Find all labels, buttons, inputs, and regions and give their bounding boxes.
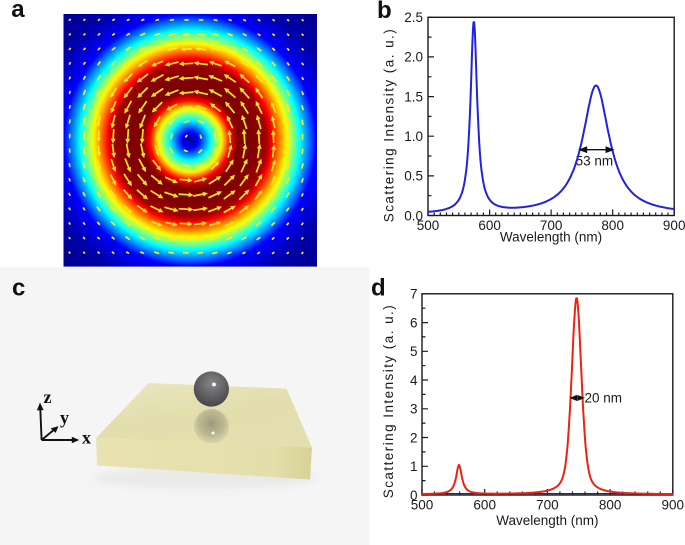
- svg-text:2.0: 2.0: [404, 50, 423, 65]
- svg-text:0.0: 0.0: [404, 208, 423, 223]
- svg-text:900: 900: [662, 498, 685, 513]
- svg-text:d: d: [371, 275, 386, 302]
- svg-text:a: a: [11, 0, 25, 23]
- svg-text:500: 500: [411, 498, 434, 513]
- svg-text:700: 700: [536, 498, 559, 513]
- svg-text:Wavelength (nm): Wavelength (nm): [500, 230, 602, 245]
- svg-text:y: y: [60, 408, 69, 428]
- svg-text:6: 6: [410, 315, 418, 330]
- svg-text:Scattering Intensity (a. u.): Scattering Intensity (a. u.): [382, 28, 397, 222]
- svg-text:x: x: [82, 428, 91, 448]
- svg-text:1.0: 1.0: [404, 129, 423, 144]
- svg-text:600: 600: [478, 218, 501, 233]
- svg-text:5: 5: [410, 344, 418, 359]
- svg-text:600: 600: [473, 498, 496, 513]
- svg-text:700: 700: [540, 218, 563, 233]
- svg-text:20 nm: 20 nm: [585, 391, 623, 406]
- svg-text:53 nm: 53 nm: [576, 154, 614, 169]
- svg-text:900: 900: [663, 218, 685, 233]
- svg-text:4: 4: [410, 373, 418, 388]
- svg-text:7: 7: [410, 287, 418, 302]
- svg-text:0: 0: [410, 488, 418, 503]
- svg-text:c: c: [12, 275, 25, 302]
- svg-text:500: 500: [417, 218, 440, 233]
- svg-text:z: z: [44, 387, 52, 407]
- svg-text:b: b: [377, 0, 392, 24]
- svg-text:2.5: 2.5: [404, 10, 423, 25]
- svg-text:Scattering Intensity (a. u.): Scattering Intensity (a. u.): [381, 304, 396, 498]
- svg-text:0.5: 0.5: [404, 169, 423, 184]
- svg-text:1.5: 1.5: [404, 89, 423, 104]
- svg-text:3: 3: [410, 402, 418, 417]
- svg-text:Wavelength (nm): Wavelength (nm): [496, 513, 598, 528]
- svg-text:800: 800: [601, 218, 624, 233]
- svg-text:1: 1: [410, 459, 418, 474]
- svg-text:2: 2: [410, 430, 418, 445]
- svg-text:800: 800: [599, 498, 622, 513]
